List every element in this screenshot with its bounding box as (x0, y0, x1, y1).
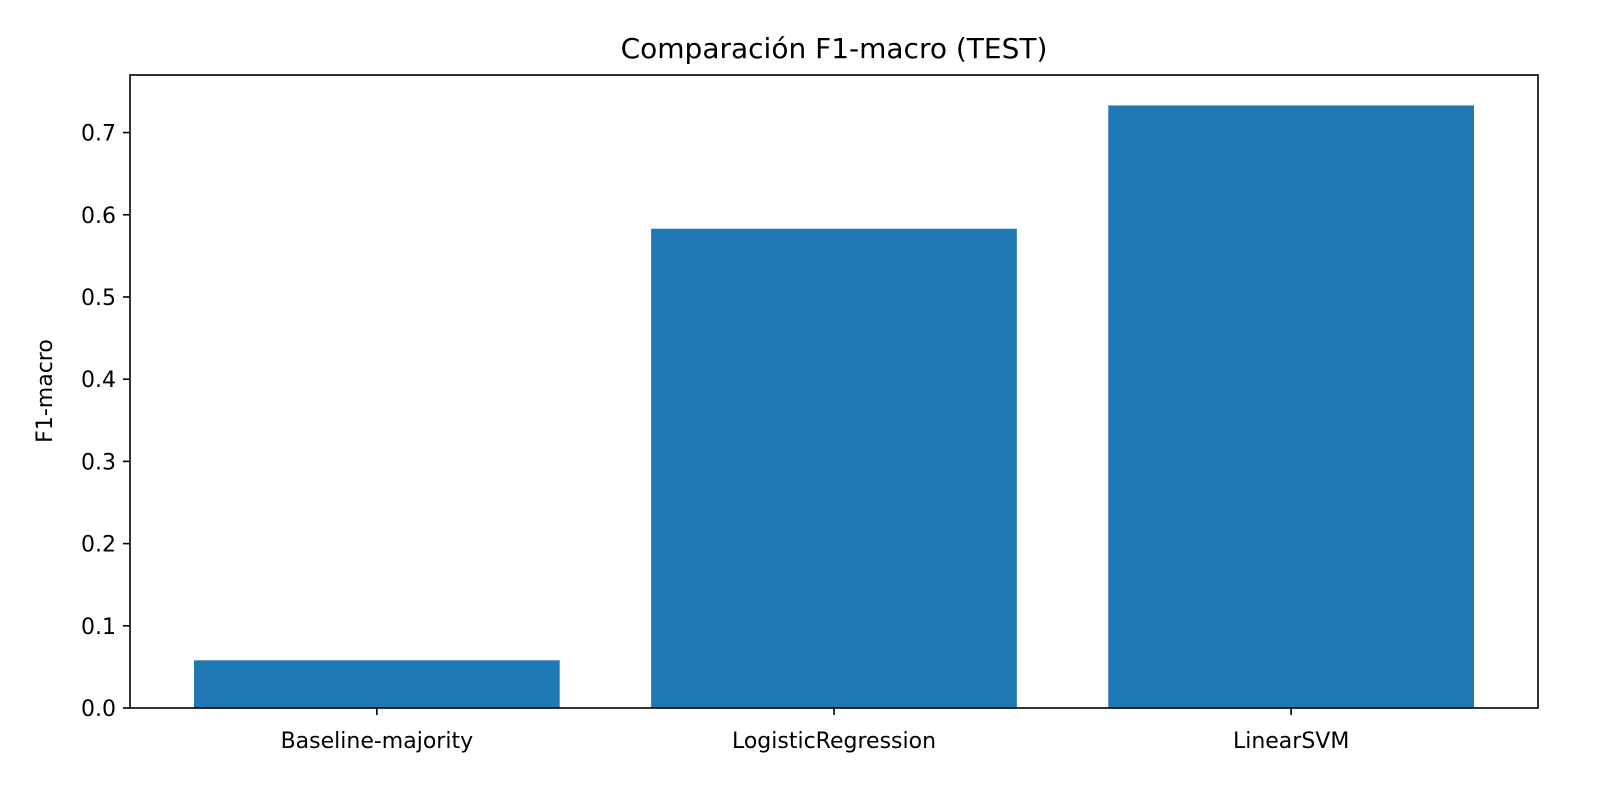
x-tick-label: LinearSVM (1233, 729, 1349, 754)
x-tick-label: LogisticRegression (732, 729, 936, 754)
x-tick-label: Baseline-majority (281, 729, 474, 754)
y-tick-label: 0.2 (81, 533, 116, 558)
y-tick-label: 0.5 (81, 286, 116, 311)
y-tick-label: 0.1 (81, 615, 116, 640)
bar-1 (651, 228, 1017, 709)
x-axis-ticks: Baseline-majority LogisticRegression Linea… (281, 708, 1349, 754)
y-axis-ticks: 0.0 0.1 0.2 0.3 0.4 0.5 0.6 0.7 (81, 122, 130, 722)
y-tick-label: 0.3 (81, 450, 116, 475)
plot-frame (129, 74, 1539, 709)
y-tick-label: 0.7 (81, 122, 116, 147)
chart-title: Comparación F1-macro (TEST) (621, 32, 1048, 65)
bar-2 (1108, 105, 1474, 709)
y-tick-label: 0.0 (81, 697, 116, 722)
y-tick-label: 0.6 (81, 204, 116, 229)
bars-layer (194, 105, 1474, 709)
y-tick-label: 0.4 (81, 368, 116, 393)
bar-0 (194, 660, 560, 708)
y-axis-label: F1-macro (33, 339, 58, 443)
